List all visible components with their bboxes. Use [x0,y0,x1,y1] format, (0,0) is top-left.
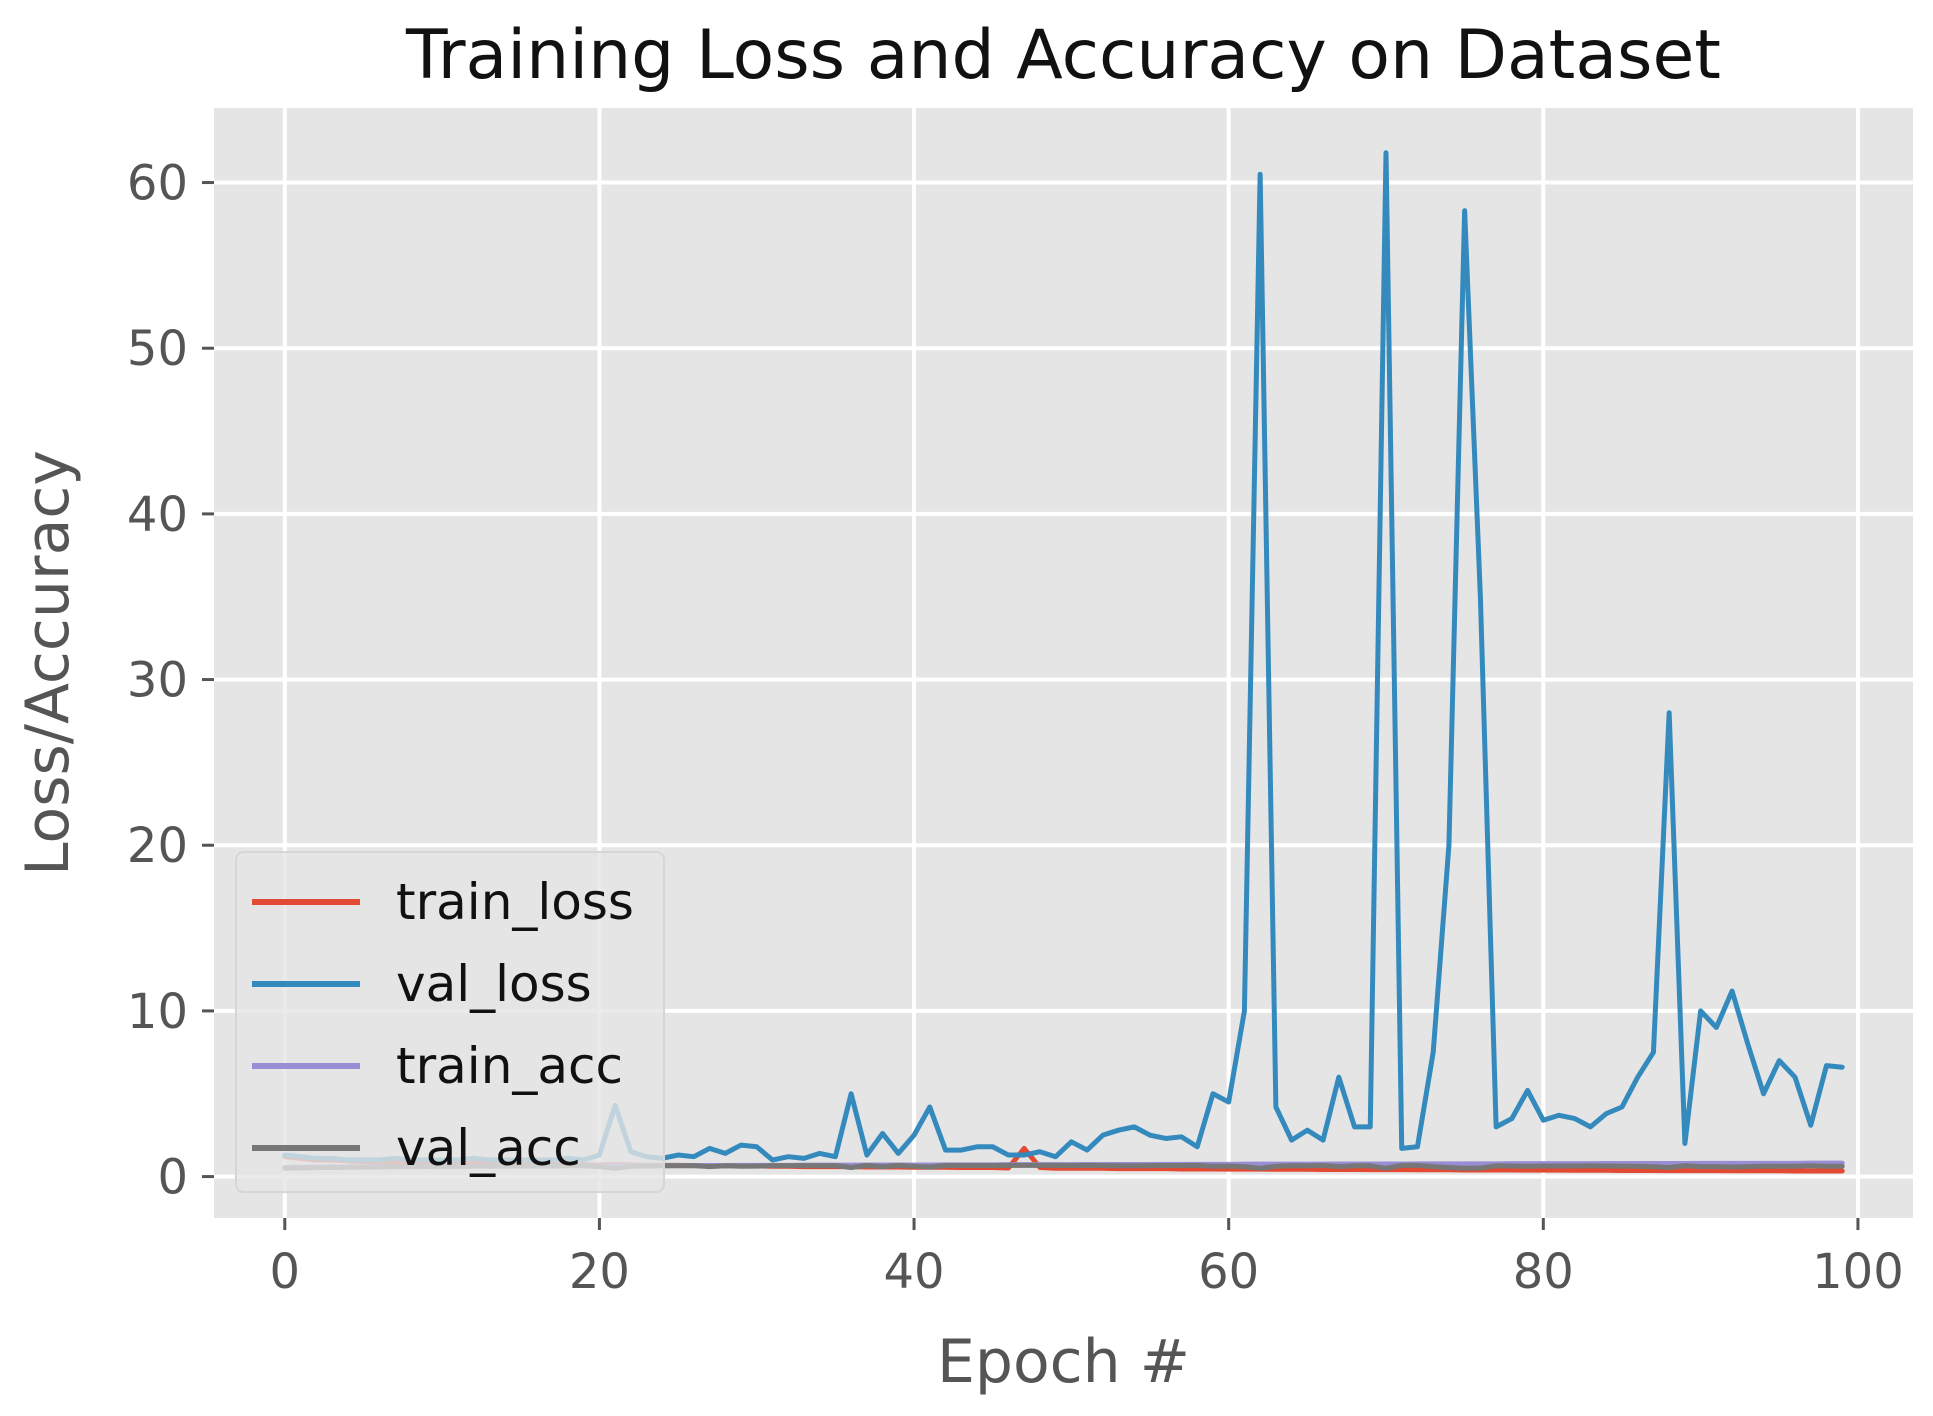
y-tick-label: 0 [157,1150,188,1206]
chart-title: Training Loss and Accuracy on Dataset [405,16,1721,95]
y-tick-label: 20 [127,818,188,874]
legend: train_loss val_loss train_acc val_acc [235,851,665,1193]
legend-items: train_loss val_loss train_acc val_acc [252,873,634,1177]
y-axis-ticks: 0 10 20 30 40 50 60 [127,156,214,1206]
legend-box [235,851,665,1193]
x-axis-ticks: 0 20 40 60 80 100 [270,1218,1904,1300]
y-tick-label: 60 [127,156,188,212]
x-tick-label: 20 [569,1244,630,1300]
y-tick-label: 30 [127,653,188,709]
legend-label-train_loss: train_loss [396,873,634,931]
y-tick-label: 40 [127,487,188,543]
x-axis-label: Epoch # [937,1327,1190,1397]
legend-label-val_acc: val_acc [396,1119,581,1177]
x-tick-label: 40 [884,1244,945,1300]
x-tick-label: 60 [1198,1244,1259,1300]
y-tick-label: 10 [127,984,188,1040]
x-tick-label: 0 [270,1244,301,1300]
y-tick-label: 50 [127,321,188,377]
x-tick-label: 100 [1812,1244,1904,1300]
legend-label-train_acc: train_acc [396,1037,623,1095]
y-axis-label: Loss/Accuracy [13,450,83,876]
x-tick-label: 80 [1513,1244,1574,1300]
legend-label-val_loss: val_loss [396,955,592,1013]
